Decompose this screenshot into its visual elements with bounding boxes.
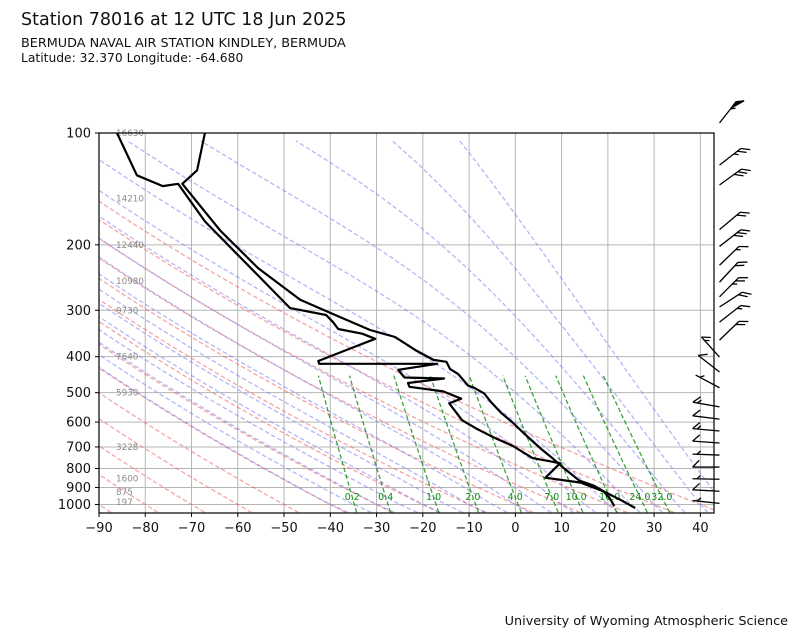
svg-text:1000: 1000	[58, 498, 91, 513]
svg-text:−10: −10	[455, 521, 482, 536]
credit-text: University of Wyoming Atmospheric Scienc…	[504, 614, 788, 629]
svg-text:−30: −30	[363, 521, 390, 536]
svg-text:40: 40	[692, 521, 709, 536]
svg-text:900: 900	[66, 481, 91, 496]
moist-adiabats	[99, 140, 714, 513]
svg-text:197: 197	[116, 498, 133, 508]
svg-text:32.0: 32.0	[651, 492, 672, 503]
plot-frame	[98, 132, 715, 514]
svg-text:9730: 9730	[116, 306, 139, 316]
svg-text:20: 20	[600, 521, 617, 536]
mixing-ratio-lines	[317, 375, 671, 513]
svg-text:5930: 5930	[116, 389, 139, 399]
svg-text:0.4: 0.4	[378, 492, 393, 503]
svg-text:−40: −40	[317, 521, 344, 536]
svg-text:−20: −20	[409, 521, 436, 536]
svg-text:−50: −50	[270, 521, 297, 536]
grid-lines	[98, 132, 714, 513]
svg-text:10: 10	[553, 521, 570, 536]
svg-text:−60: −60	[224, 521, 251, 536]
svg-text:500: 500	[66, 386, 91, 401]
station-coordinates: Latitude: 32.370 Longitude: -64.680	[21, 51, 244, 65]
svg-text:10980: 10980	[116, 277, 144, 287]
wind-barbs	[692, 100, 752, 505]
svg-text:400: 400	[66, 350, 91, 365]
svg-text:30: 30	[646, 521, 663, 536]
svg-text:0: 0	[511, 521, 519, 536]
svg-text:875: 875	[116, 488, 133, 498]
svg-text:2.0: 2.0	[465, 492, 480, 503]
svg-text:100: 100	[66, 127, 91, 142]
dry-adiabats	[99, 200, 714, 513]
svg-text:3228: 3228	[116, 443, 138, 453]
svg-text:16630: 16630	[116, 129, 144, 139]
svg-text:7.0: 7.0	[544, 492, 559, 503]
svg-text:7640: 7640	[116, 353, 139, 363]
svg-text:700: 700	[66, 440, 91, 455]
svg-text:−80: −80	[132, 521, 159, 536]
svg-text:200: 200	[66, 238, 91, 253]
svg-text:4.0: 4.0	[508, 492, 523, 503]
temperature-curve	[181, 133, 636, 509]
x-axis-labels: −90 −80 −70 −60 −50 −40 −30 −20 −10 0 10 20 30 40	[85, 513, 709, 536]
svg-text:−90: −90	[85, 521, 112, 536]
y-axis-labels: 100 200 300 400 500 600 700 800 900 1000	[58, 127, 99, 513]
svg-text:1600: 1600	[116, 474, 139, 484]
svg-text:24.0: 24.0	[629, 492, 650, 503]
svg-text:1.0: 1.0	[426, 492, 441, 503]
svg-text:0.2: 0.2	[345, 492, 360, 503]
svg-text:600: 600	[66, 416, 91, 431]
svg-text:10.0: 10.0	[566, 492, 587, 503]
svg-text:300: 300	[66, 304, 91, 319]
svg-text:−70: −70	[178, 521, 205, 536]
svg-text:14210: 14210	[116, 194, 144, 204]
chart-title: Station 78016 at 12 UTC 18 Jun 2025	[21, 10, 347, 30]
height-labels: 16630 14210 12440 10980 9730 7640 5930 3228 1600…	[116, 129, 144, 508]
station-name: BERMUDA NAVAL AIR STATION KINDLEY, BERMU…	[21, 36, 346, 51]
dewpoint-curve	[116, 133, 616, 507]
svg-text:800: 800	[66, 462, 91, 477]
svg-text:12440: 12440	[116, 241, 144, 251]
